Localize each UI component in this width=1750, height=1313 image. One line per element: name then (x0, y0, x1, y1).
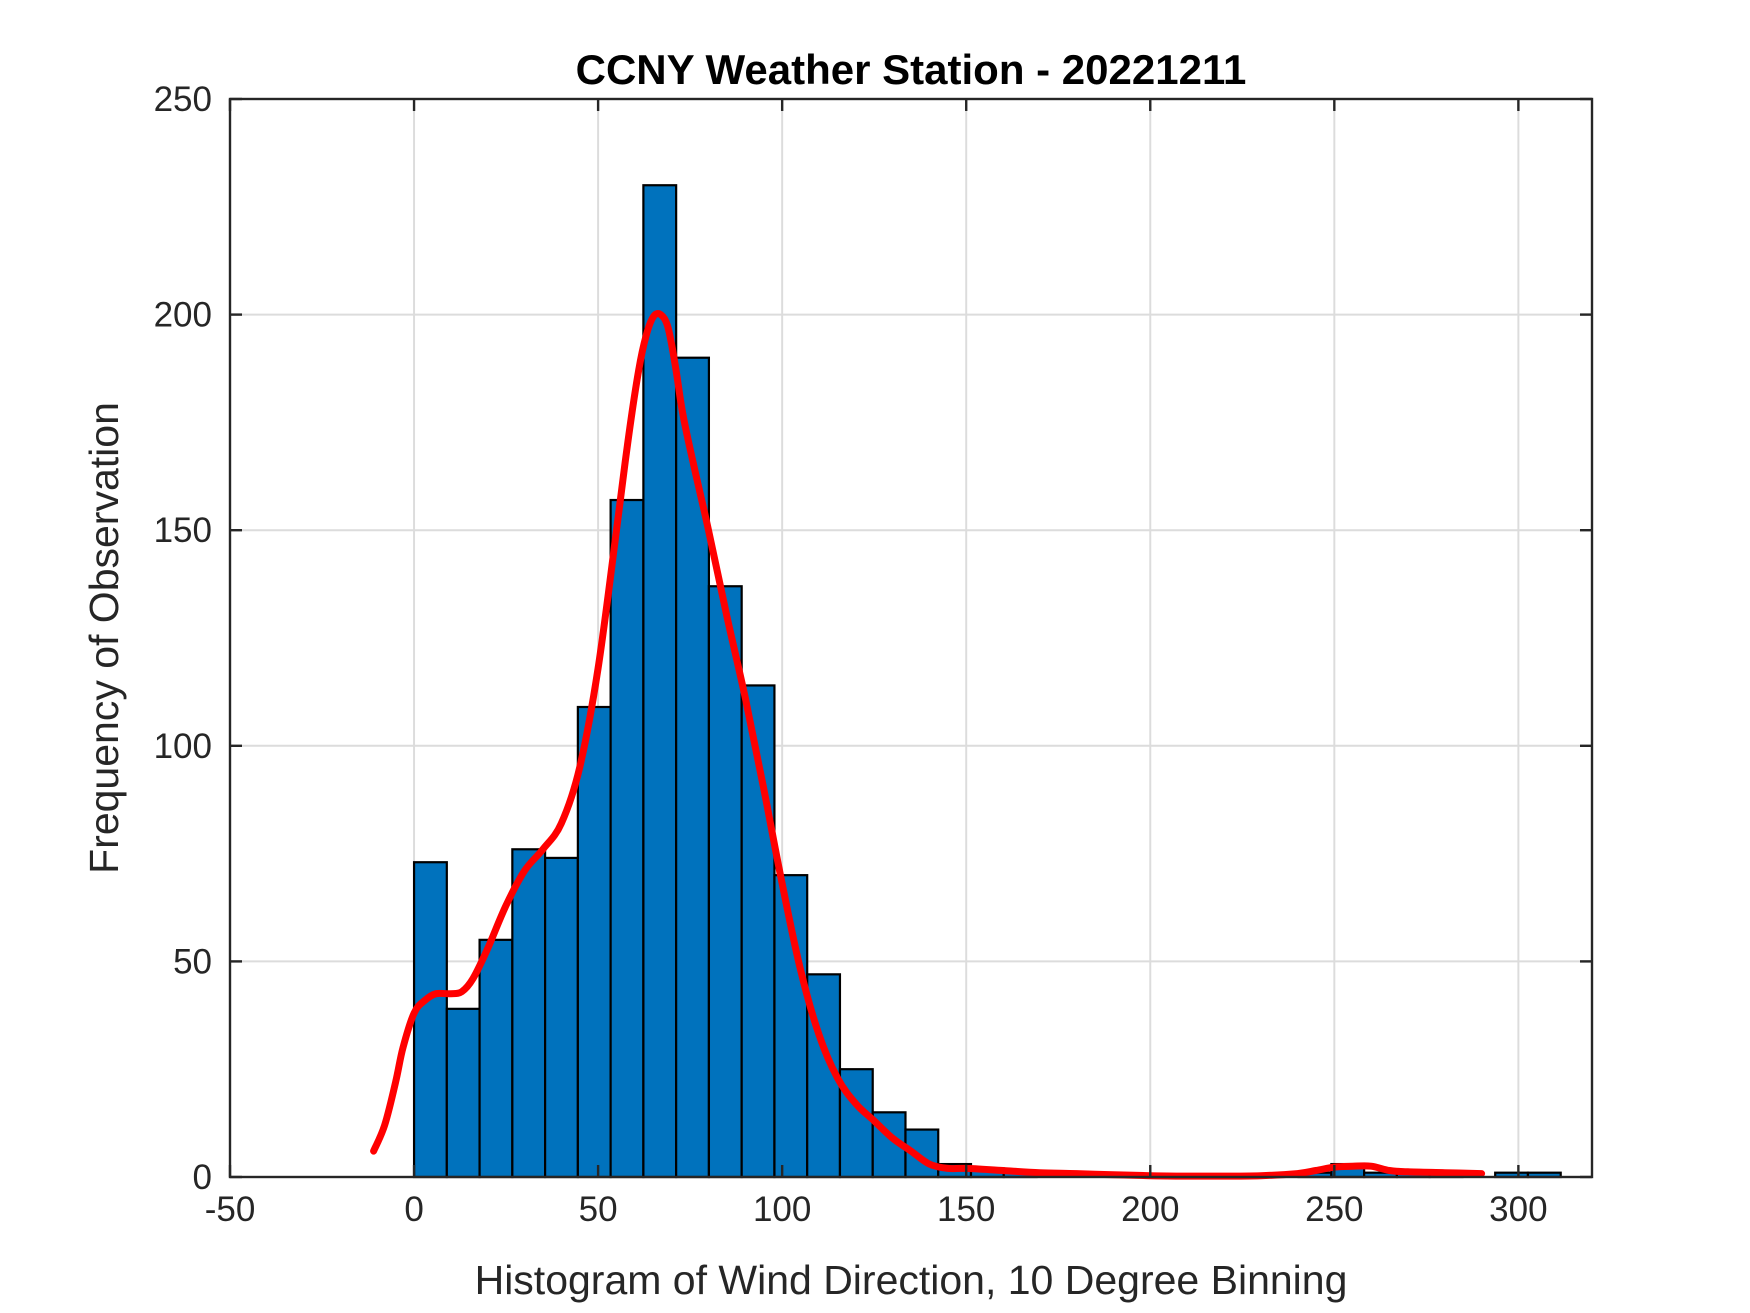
y-tick-label: 150 (154, 511, 212, 550)
y-tick-label: 50 (173, 942, 212, 981)
x-tick-label: 150 (937, 1190, 995, 1229)
histogram-bar (478, 938, 514, 1179)
histogram-bar (511, 848, 547, 1179)
histogram-bar (544, 856, 579, 1179)
x-tick-label: 200 (1121, 1190, 1179, 1229)
plot-area (230, 99, 1592, 1177)
x-tick-label: 300 (1489, 1190, 1547, 1229)
x-tick-label: 50 (579, 1190, 618, 1229)
y-tick-label: 0 (193, 1158, 212, 1197)
y-tick-label: 250 (154, 80, 212, 119)
x-tick-label: 100 (753, 1190, 811, 1229)
x-tick-label: -50 (205, 1190, 256, 1229)
x-tick-label: 0 (404, 1190, 423, 1229)
y-tick-label: 200 (154, 296, 212, 335)
chart-title: CCNY Weather Station - 20221211 (576, 46, 1247, 93)
x-tick-label: 250 (1305, 1190, 1363, 1229)
histogram-bar (445, 1007, 481, 1179)
histogram-bar (576, 705, 612, 1179)
axes-frame (228, 97, 1594, 1179)
histogram-bar (412, 861, 448, 1179)
y-tick-label: 100 (154, 727, 212, 766)
histogram-bar (675, 356, 711, 1179)
x-axis-label: Histogram of Wind Direction, 10 Degree B… (475, 1257, 1348, 1303)
histogram-bar (609, 498, 645, 1179)
y-axis-label: Frequency of Observation (81, 402, 127, 874)
grid-lines (230, 99, 1592, 1177)
